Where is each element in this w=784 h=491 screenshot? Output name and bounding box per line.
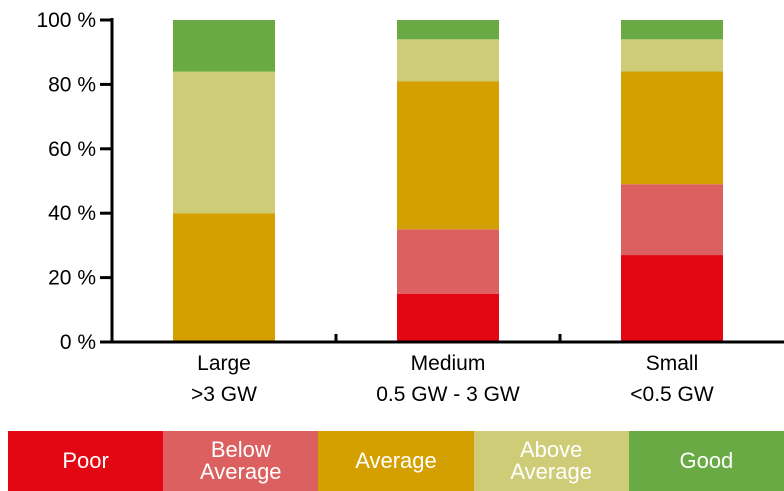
- bar-segment: [621, 255, 723, 342]
- legend: Poor Below Average Average Above Average Goo…: [8, 431, 784, 491]
- stacked-bar-chart: 0 % 20 % 40 % 60 % 80 % 100 % Large >3 GW Mediu…: [36, 9, 784, 406]
- bar-segment: [397, 293, 499, 342]
- bar-segment: [397, 229, 499, 294]
- legend-label: Average: [355, 448, 437, 473]
- y-tick-label: 20 %: [48, 267, 96, 290]
- bar-segment: [621, 184, 723, 256]
- legend-label: Poor: [62, 448, 109, 473]
- y-tick-label: 40 %: [48, 202, 96, 225]
- y-tick-label: 0 %: [60, 331, 96, 354]
- x-tick-label: Large >3 GW: [191, 352, 257, 406]
- bar-segment: [173, 213, 275, 342]
- x-axis: Large >3 GW Medium 0.5 GW - 3 GW Small <0.5 G…: [112, 334, 784, 406]
- bar-segment: [397, 39, 499, 82]
- bar-segment: [621, 39, 723, 72]
- bar-segment: [173, 71, 275, 214]
- legend-item: Above Average: [473, 431, 629, 491]
- bar-segment: [397, 20, 499, 40]
- bar-segment: [621, 20, 723, 40]
- y-axis: 0 % 20 % 40 % 60 % 80 % 100 %: [36, 9, 114, 354]
- bar-segment: [173, 20, 275, 72]
- legend-label: Above Average: [510, 437, 592, 484]
- y-tick-label: 100 %: [36, 9, 96, 32]
- bars: [173, 20, 723, 342]
- x-tick-label: Medium 0.5 GW - 3 GW: [376, 352, 520, 406]
- bar-segment: [621, 71, 723, 185]
- legend-item: Good: [628, 431, 784, 491]
- legend-label: Good: [679, 448, 734, 473]
- y-tick-label: 60 %: [48, 138, 96, 161]
- legend-item: Below Average: [163, 431, 319, 491]
- y-tick-label: 80 %: [48, 73, 96, 96]
- legend-item: Poor: [8, 431, 164, 491]
- legend-label: Below Average: [200, 437, 282, 484]
- x-tick-label: Small <0.5 GW: [630, 352, 714, 406]
- bar-segment: [397, 81, 499, 230]
- legend-item: Average: [318, 431, 474, 491]
